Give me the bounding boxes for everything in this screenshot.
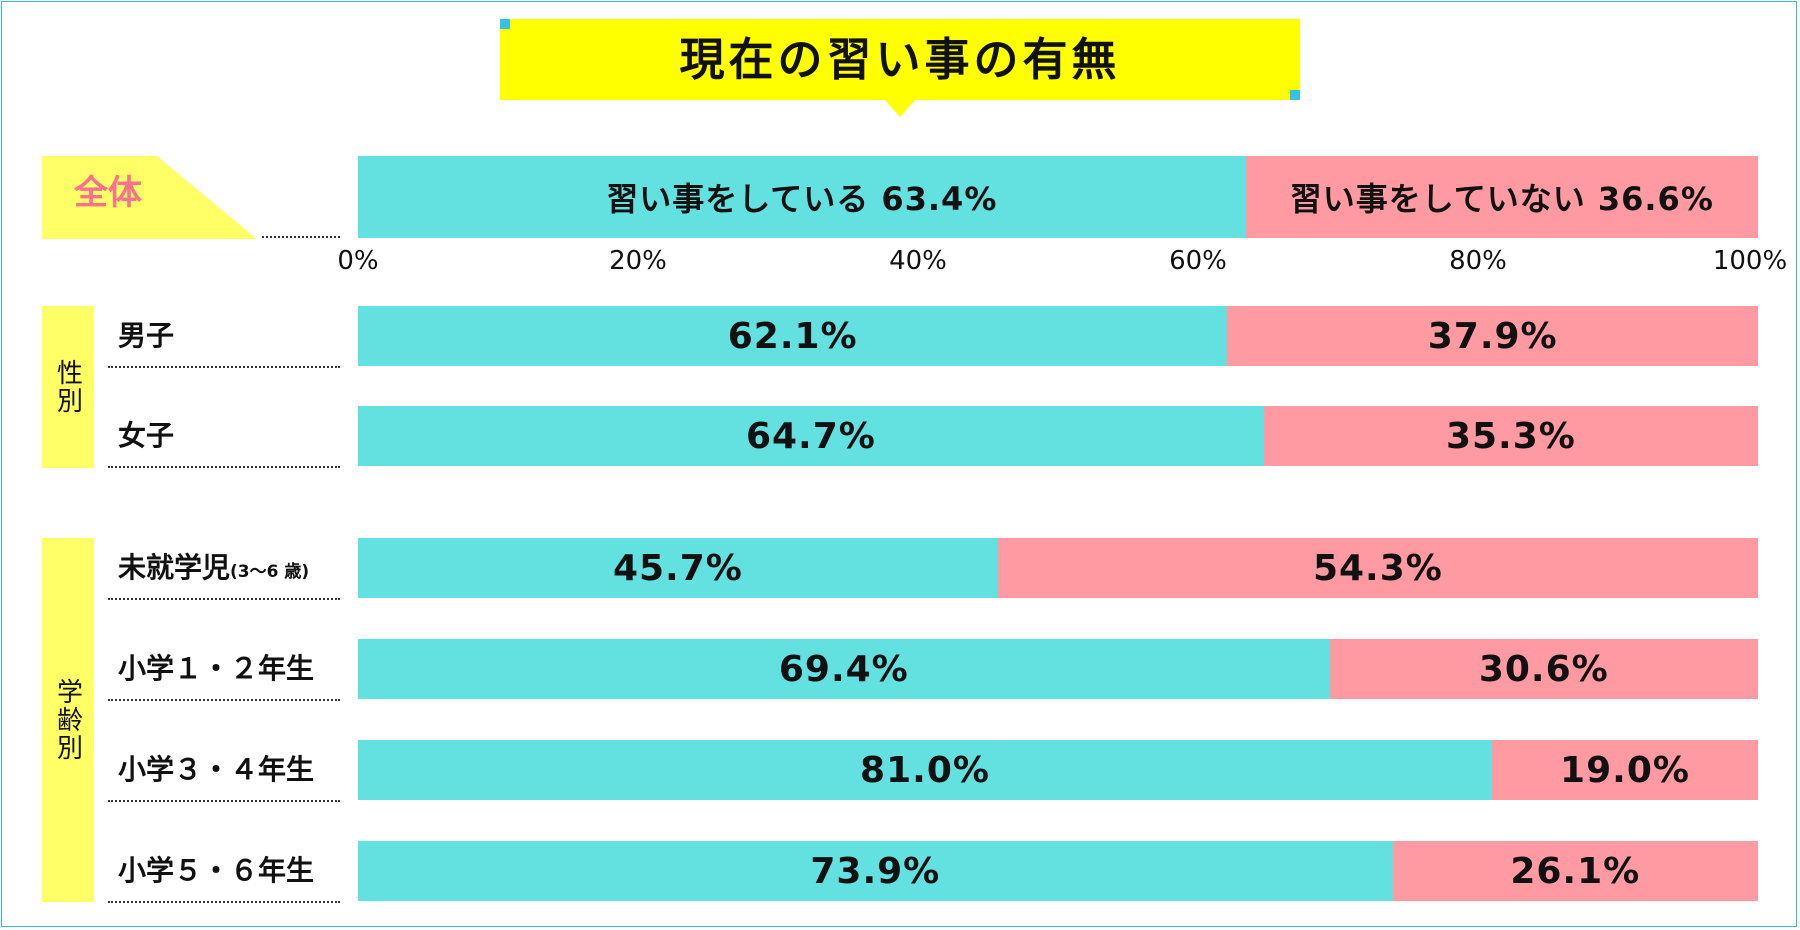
row-leader-dots	[108, 366, 340, 368]
row-label: 小学５・６年生	[118, 857, 314, 885]
row-label: 男子	[118, 322, 174, 350]
bar-segment-yes: 81.0%	[358, 740, 1492, 800]
corner-decoration	[1290, 90, 1300, 100]
row-label: 未就学児(3〜6 歳)	[118, 554, 309, 582]
x-tick-label: 100%	[1712, 246, 1788, 276]
bar-segment-no: 54.3%	[997, 538, 1758, 598]
row-label: 小学３・４年生	[118, 756, 314, 784]
row-leader-dots	[262, 236, 340, 238]
bar-segment-yes: 62.1%	[358, 306, 1228, 366]
row-label-text: 小学３・４年生	[118, 753, 315, 786]
group-label-text: 性別	[52, 359, 83, 415]
overall-label: 全体	[74, 173, 142, 213]
row-label-text: 小学１・２年生	[118, 652, 315, 685]
title-pointer	[885, 100, 915, 117]
bar-segment-yes: 73.9%	[358, 841, 1393, 901]
bar-segment-no: 35.3%	[1263, 406, 1758, 466]
row-label: 小学１・２年生	[118, 655, 314, 683]
bar-segment-no: 30.6%	[1329, 639, 1758, 699]
bar-segment-yes: 45.7%	[358, 538, 998, 598]
overall-bar-yes: 習い事をしている 63.4%	[358, 156, 1246, 238]
x-tick-label: 60%	[1169, 246, 1227, 276]
row-label: 女子	[118, 422, 174, 450]
group-label-gender: 性別	[42, 306, 94, 468]
row-label-text: 小学５・６年生	[118, 854, 315, 887]
x-tick-label: 80%	[1449, 246, 1507, 276]
bar-segment-no: 37.9%	[1227, 306, 1758, 366]
row-leader-dots	[108, 699, 340, 701]
x-tick-label: 0%	[337, 246, 379, 276]
row-leader-dots	[108, 901, 340, 903]
x-tick-label: 20%	[609, 246, 667, 276]
chart-title: 現在の習い事の有無	[679, 33, 1121, 86]
row-leader-dots	[108, 598, 340, 600]
bar-segment-no: 19.0%	[1492, 740, 1758, 800]
group-label-grade: 学齢別	[42, 538, 94, 902]
row-leader-dots	[108, 800, 340, 802]
row-label-text: 未就学児	[118, 551, 231, 584]
bar-segment-no: 26.1%	[1392, 841, 1758, 901]
corner-decoration	[500, 19, 510, 29]
row-label-text: 男子	[118, 319, 175, 352]
group-label-text: 学齢別	[52, 678, 83, 762]
bar-segment-yes: 69.4%	[358, 639, 1330, 699]
bar-segment-yes: 64.7%	[358, 406, 1264, 466]
x-tick-label: 40%	[889, 246, 947, 276]
row-label-note: (3〜6 歳)	[230, 562, 310, 582]
overall-bar-no: 習い事をしていない 36.6%	[1245, 156, 1758, 238]
row-label-text: 女子	[118, 419, 175, 452]
title-banner	[500, 19, 1300, 100]
overall-label-tag	[42, 156, 257, 239]
row-leader-dots	[108, 466, 340, 468]
